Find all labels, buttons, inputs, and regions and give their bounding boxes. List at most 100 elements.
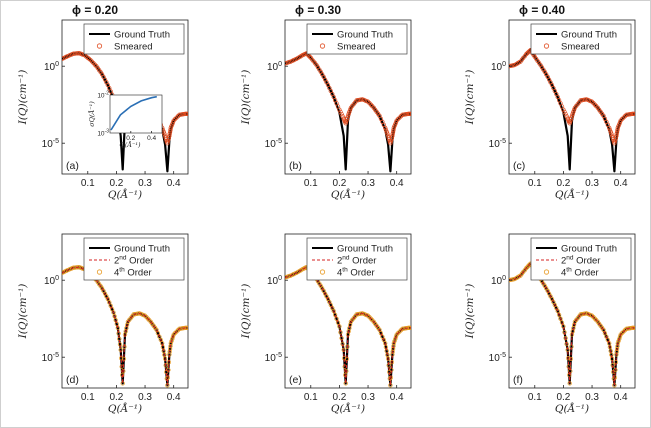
y-tick-label: 10-5	[265, 138, 282, 150]
fourth-order-point	[617, 336, 622, 342]
panels-layer: 0.1 0.2 0.3 0.4 100 10-5 Q(Å⁻¹) I(Q)(cm⁻¹) (a) Gr…	[17, 19, 636, 415]
legend-label: 2nd Order	[337, 255, 376, 267]
x-tick-label: 0.3	[138, 392, 152, 403]
x-axis-label: Q(Å⁻¹)	[331, 401, 365, 415]
y-tick-label: 100	[44, 275, 59, 287]
panel-label: (f)	[513, 374, 523, 386]
smeared-point	[74, 51, 79, 56]
fourth-order-point	[345, 344, 350, 349]
smeared-point	[307, 54, 312, 59]
x-tick-label: 0.3	[138, 178, 152, 189]
smeared-point	[571, 107, 577, 112]
fourth-order-point	[387, 376, 392, 381]
fourth-order-point	[170, 334, 176, 339]
fourth-order-point	[389, 360, 395, 365]
smeared-point	[562, 109, 567, 115]
smeared-point	[383, 127, 389, 132]
smeared-point	[390, 129, 396, 134]
smeared-point	[570, 111, 575, 116]
column-title-1: ϕ = 0.20	[72, 3, 118, 17]
fourth-order-point	[617, 334, 623, 339]
panel-label: (e)	[289, 374, 302, 386]
fourth-order-point	[392, 338, 397, 344]
fourth-order-point	[331, 308, 336, 314]
smeared-point	[166, 135, 172, 140]
legend-label: Ground Truth	[337, 244, 393, 255]
fourth-order-point	[378, 331, 384, 336]
legend-swatch-4th-order	[96, 269, 103, 275]
smeared-point	[338, 109, 343, 115]
smeared-point	[71, 51, 76, 56]
smeared-point	[569, 113, 575, 118]
x-tick-label: 0.2	[556, 392, 570, 403]
panel-d: 0.1 0.2 0.3 0.4 100 10-5 Q(Å⁻¹) I(Q)(cm⁻¹) (d) Gr…	[17, 233, 189, 415]
fourth-order-point	[155, 331, 161, 336]
inset-line-sigma-q	[110, 95, 157, 131]
smeared-point	[172, 116, 178, 122]
smeared-point	[609, 131, 614, 136]
legend-swatch-4th-order	[319, 269, 326, 275]
smeared-point	[607, 127, 613, 132]
smeared-point	[75, 51, 80, 56]
fourth-order-point	[525, 264, 530, 270]
fourth-order-point	[393, 334, 399, 339]
smeared-point	[615, 127, 620, 132]
legend-label: 4th Order	[114, 267, 152, 279]
smeared-point	[607, 125, 612, 130]
smeared-point	[167, 133, 172, 139]
legend-swatch-4th-order	[543, 269, 550, 275]
x-tick-label: 0.1	[304, 392, 318, 403]
series-ground-truth	[509, 48, 635, 173]
column-title-2: ϕ = 0.30	[295, 3, 341, 17]
smeared-point	[614, 131, 619, 136]
smeared-point	[340, 114, 345, 119]
legend-box	[306, 237, 408, 281]
panel-b: 0.1 0.2 0.3 0.4 100 10-5 Q(Å⁻¹) I(Q)(cm⁻¹) (b) Gr…	[240, 19, 412, 201]
x-tick-label: 0.1	[81, 392, 95, 403]
panel-a: 0.1 0.2 0.3 0.4 100 10-5 Q(Å⁻¹) I(Q)(cm⁻¹) (a) Gr…	[17, 19, 189, 201]
fourth-order-point	[162, 352, 167, 357]
x-tick-label: 0.4	[167, 178, 181, 189]
inset-y-tick-label: 10-2	[97, 91, 109, 100]
x-tick-label: 0.2	[556, 178, 570, 189]
fourth-order-point	[71, 265, 76, 270]
x-tick-label: 0.1	[304, 178, 318, 189]
y-axis-label: I(Q)(cm⁻¹)	[17, 284, 29, 340]
y-tick-label: 100	[44, 61, 59, 73]
inset-y-label: σQ(Å⁻¹)	[87, 101, 96, 127]
fourth-order-point	[559, 320, 565, 325]
smeared-point	[385, 131, 390, 136]
legend-label: 4th Order	[337, 267, 375, 279]
fourth-order-point	[614, 352, 619, 357]
series-2nd-order	[285, 266, 411, 386]
smeared-point	[168, 127, 173, 132]
legend-box	[530, 23, 632, 55]
y-tick-label: 10-5	[42, 138, 59, 150]
inset-x-tick-label: 0.2	[126, 135, 135, 142]
panel-label: (c)	[513, 160, 525, 172]
fourth-order-point	[170, 336, 175, 342]
x-tick-label: 0.4	[167, 392, 181, 403]
smeared-point	[345, 115, 350, 120]
fourth-order-point	[391, 341, 396, 346]
smeared-point	[608, 129, 613, 134]
legend-label: Ground Truth	[337, 30, 393, 41]
legend-label: 2nd Order	[114, 255, 153, 267]
smeared-point	[614, 129, 620, 134]
x-tick-label: 0.3	[585, 178, 599, 189]
legend-swatch-smeared	[96, 43, 103, 49]
legend-label: 4th Order	[561, 267, 599, 279]
legend-label: Ground Truth	[114, 30, 170, 41]
x-tick-label: 0.1	[528, 178, 542, 189]
smeared-point	[383, 125, 388, 130]
y-tick-label: 100	[267, 275, 282, 287]
y-tick-label: 10-5	[265, 352, 282, 364]
curves	[509, 48, 635, 173]
fourth-order-point	[556, 312, 562, 318]
x-tick-label: 0.3	[585, 392, 599, 403]
x-axis-label: Q(Å⁻¹)	[331, 187, 365, 201]
legend-label: Ground Truth	[114, 244, 170, 255]
smeared-point	[167, 131, 172, 136]
column-title-3: ϕ = 0.40	[519, 3, 565, 17]
legend-label: Smeared	[114, 42, 153, 53]
